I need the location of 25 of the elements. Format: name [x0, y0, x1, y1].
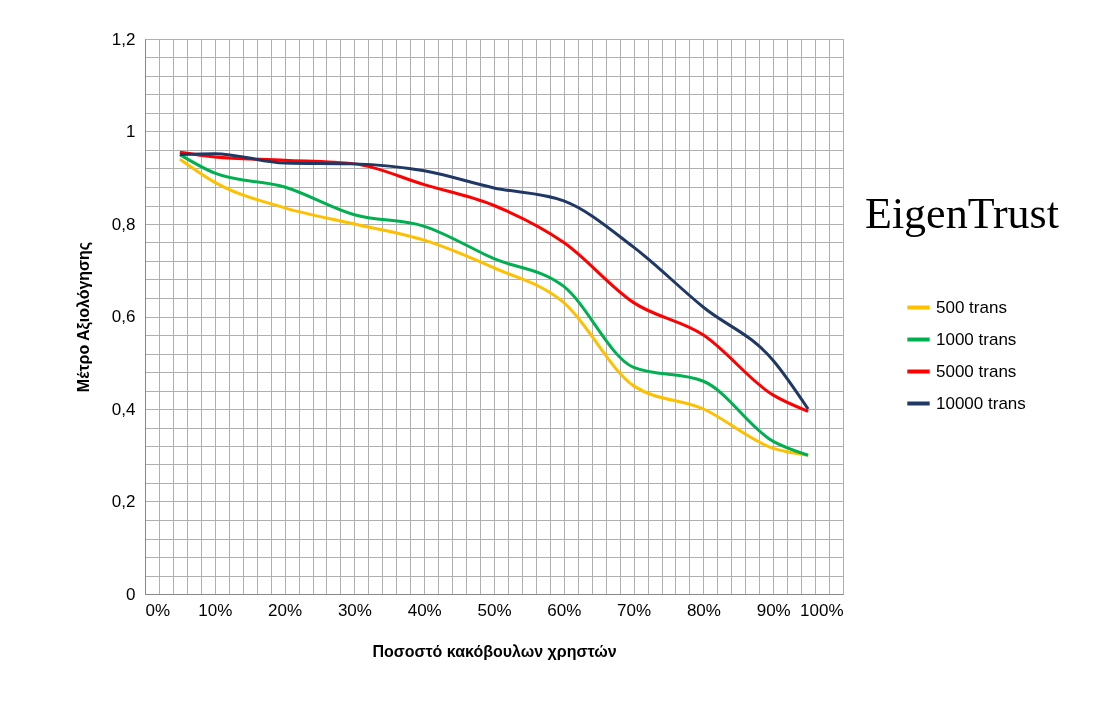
text: EigenTrust: [865, 189, 1059, 238]
legend-label: 10000 trans: [936, 393, 1026, 413]
x-tick-label: 30%: [337, 600, 372, 620]
x-tick-label: 90%: [756, 600, 791, 620]
x-tick-label: 50%: [477, 600, 512, 620]
x-tick-label: 40%: [407, 600, 442, 620]
x-axis-title: Ποσοστό κακόβουλων χρηστών: [372, 642, 617, 660]
x-tick-label: 100%: [800, 600, 844, 620]
y-tick-label: 1: [126, 122, 136, 141]
y-tick-label: 0,4: [111, 399, 136, 419]
x-tick-label: 20%: [268, 600, 303, 620]
legend-label: 500 trans: [936, 297, 1007, 317]
y-tick-label: 0,6: [111, 307, 136, 326]
y-tick-label: 0,2: [111, 492, 136, 511]
legend-label: 5000 trans: [936, 361, 1017, 381]
legend-label: 1000 trans: [936, 329, 1017, 349]
y-tick-label: 0,8: [111, 214, 136, 234]
x-tick-label: 70%: [617, 600, 652, 620]
x-tick-label: 10%: [198, 600, 233, 620]
x-tick-label: 80%: [686, 600, 721, 620]
y-tick-label: 1,2: [111, 29, 136, 49]
y-axis-title: Μέτρο Αξιολόγησης: [74, 241, 93, 393]
x-tick-label: 0%: [145, 600, 171, 620]
x-tick-label: 60%: [547, 600, 582, 620]
y-tick-label: 0: [126, 584, 136, 604]
